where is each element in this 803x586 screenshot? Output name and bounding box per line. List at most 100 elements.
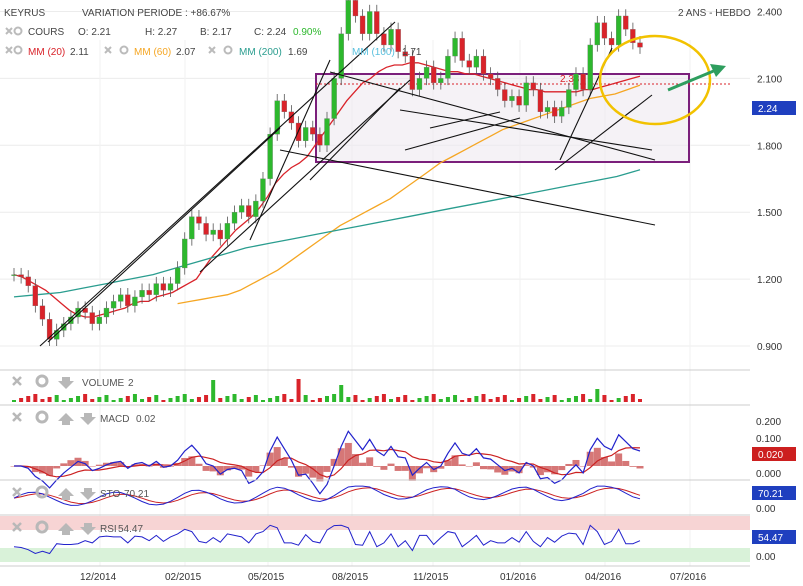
gear-icon[interactable] [223,45,233,55]
gridlines [0,11,750,566]
macd-histogram-bar [67,460,75,466]
close-icon[interactable] [5,27,13,35]
candle [338,33,344,79]
macd-histogram-bar [181,457,189,466]
breakout-arrow [667,68,717,92]
candle [388,29,394,46]
volume-bar [204,395,209,402]
macd-histogram-bar [223,466,231,471]
macd-badge [752,447,796,461]
rsi-tick: 0.00 [756,552,776,563]
macd-histogram-bar [423,466,431,469]
macd-histogram-bar [323,466,331,472]
open-value: O: 2.21 [78,27,111,38]
candle [217,229,223,240]
macd-tick: 0.100 [756,434,781,445]
trendline [39,21,396,347]
arrow-down-icon[interactable] [58,377,74,389]
volume-bar [538,399,543,402]
trendline [309,87,401,181]
breakout-arrow-head [710,64,726,77]
volume-bar [147,397,152,402]
candle [473,55,480,68]
arrow-down-icon[interactable] [80,488,96,500]
candle [274,100,280,135]
x-tick-label: 01/2016 [500,572,537,583]
mm200-line [13,169,641,298]
macd-histogram-bar [117,462,125,466]
macd-histogram-bar [295,466,303,477]
volume-bar [47,397,52,402]
rsi-overbought-zone [0,516,750,530]
volume-bar [360,400,365,402]
close-icon[interactable] [5,46,13,54]
candle [210,229,216,235]
arrow-down-icon[interactable] [80,413,96,425]
candle [637,42,643,48]
candle [580,73,586,90]
gear-icon[interactable] [35,374,49,388]
gear-icon[interactable] [35,410,49,424]
candle [551,107,558,117]
macd-histogram-bar [572,459,580,466]
macd-histogram-bar [494,466,502,473]
x-tick-label: 08/2015 [332,572,369,583]
volume-bar [303,395,308,402]
arrow-down-icon[interactable] [80,523,96,535]
arrow-up-icon[interactable] [58,413,74,425]
close-icon[interactable] [12,376,22,386]
close-icon[interactable] [104,46,112,54]
macd-histogram-bar [266,452,274,466]
volume-bars [12,379,642,402]
mm100-value: 1.71 [402,47,422,58]
close-icon[interactable] [12,522,22,532]
y-tick-label: 0.900 [757,342,782,353]
sto-badge-label: 70.21 [758,489,783,500]
macd-histogram-bar [480,466,487,470]
volume-bar [325,396,329,402]
volume-bar [296,379,301,402]
macd-histogram-bar [558,466,566,471]
gear-icon[interactable] [13,26,23,36]
macd-histogram-bar [351,454,359,466]
trendline [399,109,653,151]
macd-histogram-bar [522,465,530,466]
candle [89,312,95,324]
macd-histogram-bar [579,466,587,467]
candle [118,294,124,302]
close-icon[interactable] [12,487,22,497]
volume-bar [623,396,628,402]
candle [445,55,451,79]
variation-periode: VARIATION PERIODE : +86.67% [82,8,230,19]
arrow-up-icon[interactable] [58,488,74,500]
macd-histogram-bar [465,466,473,467]
candle [487,73,494,79]
gear-icon[interactable] [35,520,49,534]
sto-label: STO [100,489,121,500]
arrow-up-icon[interactable] [58,523,74,535]
candle [11,274,17,276]
x-tick-label: 04/2016 [585,572,622,583]
volume-bar [189,399,194,402]
candle [359,15,366,34]
volume-bar [61,400,66,402]
x-axis: 12/2014 02/2015 05/2015 08/2015 11/2015 01/20… [80,572,707,583]
candle [260,178,266,202]
volume-bar [310,400,315,402]
volume-bar [381,394,386,402]
candle [438,78,444,84]
gear-icon[interactable] [35,485,49,499]
gear-icon[interactable] [13,45,23,55]
volume-bar [396,397,401,402]
close-change: 0.90% [293,27,321,38]
close-icon[interactable] [12,412,22,422]
close-icon[interactable] [208,46,216,54]
candle [32,285,38,307]
volume-bar [168,398,173,402]
volume-label: VOLUME [82,378,125,389]
gear-icon[interactable] [119,45,129,55]
volume-bar [19,398,24,402]
volume-bar [346,397,351,402]
volume-bar [225,396,230,402]
volume-bar [481,394,486,402]
